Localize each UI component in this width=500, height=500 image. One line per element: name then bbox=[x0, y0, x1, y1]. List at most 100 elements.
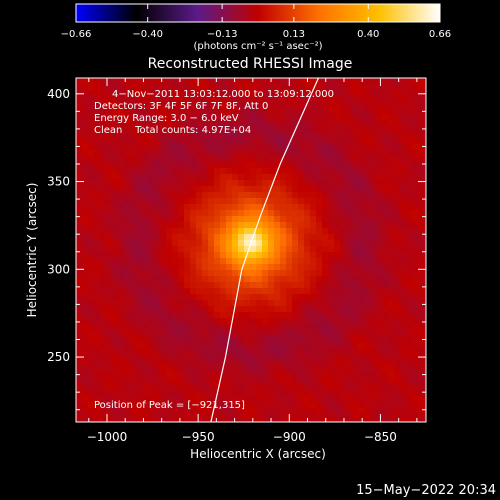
heatmap-cell bbox=[286, 288, 293, 295]
heatmap-cell bbox=[100, 384, 107, 391]
heatmap-cell bbox=[178, 222, 185, 229]
heatmap-cell bbox=[118, 240, 125, 247]
heatmap-cell bbox=[172, 84, 179, 91]
heatmap-cell bbox=[382, 144, 389, 151]
heatmap-cell bbox=[304, 234, 311, 241]
heatmap-cell bbox=[136, 150, 143, 157]
heatmap-cell bbox=[286, 132, 293, 139]
heatmap-cell bbox=[268, 168, 275, 175]
heatmap-cell bbox=[262, 240, 269, 247]
heatmap-cell bbox=[292, 204, 299, 211]
heatmap-cell bbox=[136, 144, 143, 151]
heatmap-cell bbox=[418, 276, 425, 283]
heatmap-cell bbox=[382, 126, 389, 133]
heatmap-cell bbox=[418, 108, 425, 115]
heatmap-cell bbox=[202, 156, 209, 163]
heatmap-cell bbox=[214, 366, 221, 373]
heatmap-cell bbox=[160, 222, 167, 229]
heatmap-cell bbox=[394, 372, 401, 379]
heatmap-cell bbox=[124, 150, 131, 157]
heatmap-cell bbox=[142, 144, 149, 151]
heatmap-cell bbox=[346, 420, 353, 422]
heatmap-cell bbox=[100, 102, 107, 109]
heatmap-cell bbox=[112, 222, 119, 229]
heatmap-cell bbox=[76, 240, 83, 247]
heatmap-cell bbox=[346, 348, 353, 355]
heatmap-cell bbox=[400, 114, 407, 121]
heatmap-cell bbox=[106, 114, 113, 121]
heatmap-cell bbox=[382, 240, 389, 247]
heatmap-cell bbox=[202, 240, 209, 247]
heatmap-cell bbox=[190, 288, 197, 295]
heatmap-cell bbox=[346, 228, 353, 235]
heatmap-cell bbox=[316, 402, 323, 409]
heatmap-cell bbox=[124, 102, 131, 109]
heatmap-cell bbox=[406, 96, 413, 103]
heatmap-cell bbox=[304, 168, 311, 175]
heatmap-cell bbox=[244, 270, 251, 277]
heatmap-cell bbox=[370, 144, 377, 151]
heatmap-cell bbox=[382, 312, 389, 319]
heatmap-cell bbox=[124, 348, 131, 355]
heatmap-cell bbox=[256, 198, 263, 205]
heatmap-cell bbox=[238, 96, 245, 103]
heatmap-cell bbox=[388, 132, 395, 139]
heatmap-cell bbox=[172, 144, 179, 151]
heatmap-cell bbox=[370, 126, 377, 133]
heatmap-cell bbox=[184, 198, 191, 205]
heatmap-cell bbox=[148, 210, 155, 217]
heatmap-cell bbox=[328, 204, 335, 211]
heatmap-cell bbox=[112, 108, 119, 115]
heatmap-cell bbox=[100, 342, 107, 349]
heatmap-cell bbox=[154, 348, 161, 355]
heatmap-cell bbox=[148, 186, 155, 193]
heatmap-cell bbox=[412, 108, 419, 115]
heatmap-cell bbox=[238, 78, 245, 85]
y-tick-label: 300 bbox=[47, 262, 70, 276]
heatmap-cell bbox=[382, 420, 389, 422]
heatmap-cell bbox=[238, 102, 245, 109]
heatmap-cell bbox=[202, 258, 209, 265]
heatmap-cell bbox=[154, 384, 161, 391]
heatmap-cell bbox=[334, 288, 341, 295]
heatmap-cell bbox=[328, 342, 335, 349]
heatmap-cell bbox=[364, 240, 371, 247]
heatmap-cell bbox=[130, 204, 137, 211]
heatmap-cell bbox=[112, 360, 119, 367]
heatmap-cell bbox=[280, 144, 287, 151]
heatmap-cell bbox=[406, 264, 413, 271]
heatmap-cell bbox=[358, 126, 365, 133]
heatmap-cell bbox=[304, 108, 311, 115]
heatmap-cell bbox=[280, 348, 287, 355]
heatmap-cell bbox=[106, 108, 113, 115]
heatmap-cell bbox=[214, 258, 221, 265]
heatmap-cell bbox=[238, 288, 245, 295]
heatmap-cell bbox=[274, 402, 281, 409]
heatmap-cell bbox=[322, 276, 329, 283]
heatmap-cell bbox=[388, 114, 395, 121]
heatmap-cell bbox=[118, 192, 125, 199]
heatmap-cell bbox=[364, 162, 371, 169]
heatmap-cell bbox=[256, 246, 263, 253]
heatmap-cell bbox=[400, 192, 407, 199]
heatmap-cell bbox=[262, 234, 269, 241]
heatmap-cell bbox=[94, 240, 101, 247]
heatmap-cell bbox=[88, 372, 95, 379]
heatmap-cell bbox=[352, 132, 359, 139]
heatmap-cell bbox=[298, 324, 305, 331]
heatmap-cell bbox=[112, 252, 119, 259]
heatmap-cell bbox=[250, 162, 257, 169]
heatmap-cell bbox=[304, 384, 311, 391]
heatmap-cell bbox=[382, 282, 389, 289]
heatmap-cell bbox=[298, 102, 305, 109]
heatmap-cell bbox=[148, 258, 155, 265]
heatmap-cell bbox=[352, 414, 359, 421]
heatmap-cell bbox=[358, 108, 365, 115]
peak-position-label: Position of Peak = [−921,315] bbox=[94, 400, 245, 411]
heatmap-cell bbox=[268, 366, 275, 373]
heatmap-cell bbox=[184, 240, 191, 247]
heatmap-cell bbox=[202, 264, 209, 271]
heatmap-cell bbox=[142, 84, 149, 91]
heatmap-cell bbox=[364, 138, 371, 145]
heatmap-cell bbox=[328, 390, 335, 397]
